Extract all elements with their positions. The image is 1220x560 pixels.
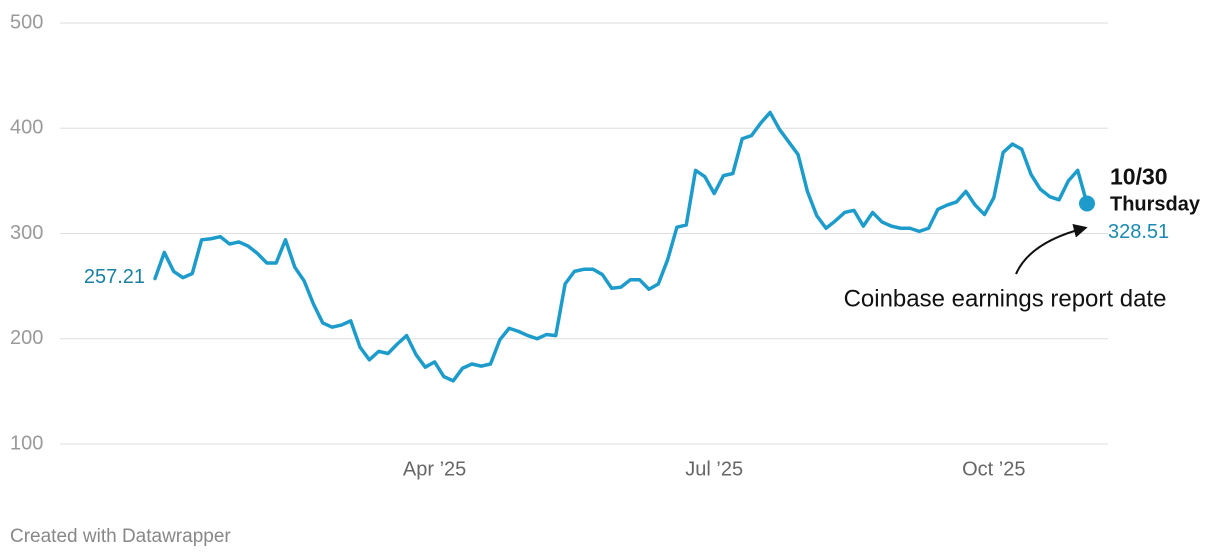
x-tick-label: Apr ’25 <box>403 458 466 480</box>
y-tick-label: 500 <box>10 11 43 33</box>
y-tick-label: 400 <box>10 117 43 139</box>
annotation-text: Coinbase earnings report date <box>844 285 1167 312</box>
y-tick-label: 100 <box>10 432 43 454</box>
price-line <box>153 110 1089 383</box>
annotation-arrow <box>1015 223 1088 275</box>
end-point <box>1079 195 1095 212</box>
x-tick-label: Oct ’25 <box>962 458 1025 480</box>
y-tick-label: 300 <box>10 222 43 244</box>
end-weekday: Thursday <box>1110 193 1201 215</box>
start-value-label: 257.21 <box>84 266 145 288</box>
y-tick-label: 200 <box>10 327 43 349</box>
footer: Created with Datawrapper <box>10 526 231 547</box>
end-date-label: 10/30 <box>1110 164 1168 190</box>
x-tick-label: Jul ’25 <box>685 458 743 480</box>
end-value-label: 328.51 <box>1108 221 1169 243</box>
